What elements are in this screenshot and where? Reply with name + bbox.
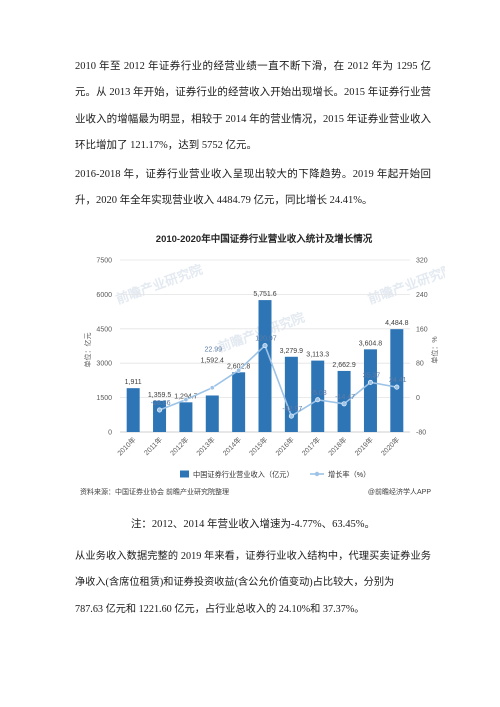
y-right-tick-label: 240 <box>416 292 428 299</box>
growth-rate-label: 120.97 <box>255 336 277 343</box>
chart-source: 资料来源：中国证券业协会 前瞻产业研究院整理 <box>80 487 229 496</box>
x-tick-label: 2013年 <box>194 435 216 457</box>
revenue-bar-label: 1,359.5 <box>148 392 171 399</box>
x-tick-label: 2018年 <box>326 435 348 457</box>
growth-rate-label: -14.47 <box>335 394 355 401</box>
paragraph-1: 2010 年至 2012 年证券行业的经营业绩一直不断下滑，在 2012 年为 … <box>75 54 431 160</box>
revenue-bar-label: 1,592.4 <box>201 357 224 364</box>
growth-rate-point <box>315 397 321 403</box>
watermark: 前瞻产业研究院 <box>114 262 205 307</box>
x-tick-label: 2017年 <box>300 435 322 457</box>
revenue-bar-label: 1,911 <box>125 379 142 386</box>
y-left-tick-label: 0 <box>108 430 112 437</box>
x-tick-label: 2012年 <box>168 435 190 457</box>
growth-rate-point <box>157 407 163 413</box>
growth-rate-point <box>262 343 268 349</box>
revenue-bar-label: 3,604.8 <box>359 340 382 347</box>
growth-rate-point <box>367 379 373 385</box>
paragraph-line: 2010 年至 2012 年证券行业的经营业绩一直不断下滑，在 2012 年为 … <box>75 61 431 72</box>
revenue-bar <box>390 329 404 432</box>
paragraph-line: 2016-2018 年，证券行业营业收入呈现出较大的下降趋势。2019 年起开始… <box>75 169 431 180</box>
x-tick-label: 2014年 <box>221 435 243 457</box>
y-left-tick-label: 4500 <box>96 326 112 333</box>
x-tick-label: 2020年 <box>379 435 401 457</box>
paragraph-line: 从业务收入数据完整的 2019 年来看，证券行业收入结构中，代理买卖证券业务 <box>75 551 431 562</box>
revenue-bar <box>126 388 140 432</box>
y-right-tick-label: 80 <box>416 361 424 368</box>
revenue-bar-label: 5,751.6 <box>253 291 276 298</box>
legend-bar-swatch <box>180 470 189 478</box>
chart-title: 2010-2020年中国证券行业营业收入统计及增长情况 <box>156 233 373 245</box>
y-left-axis-title: 单位：亿元 <box>83 333 92 368</box>
growth-rate-label: -28.86 <box>151 400 171 407</box>
legend: 中国证券行业营业收入（亿元） 增长率（%） <box>180 470 370 479</box>
y-right-tick-label: -80 <box>416 430 426 437</box>
revenue-bar <box>311 360 325 432</box>
paragraph-line: 净收入(含席位租赁)和证券投资收益(含公允价值变动)占比较大，分别为 <box>75 577 395 589</box>
revenue-bar <box>284 356 298 432</box>
y-right-tick-label: 160 <box>416 326 428 333</box>
revenue-bar <box>258 300 272 432</box>
x-tick-label: 2016年 <box>273 435 295 457</box>
y-left-tick-label: 6000 <box>96 292 112 299</box>
revenue-bar <box>179 402 193 432</box>
x-tick-label: 2019年 <box>353 435 375 457</box>
growth-rate-point <box>394 384 400 390</box>
x-tick-label: 2015年 <box>247 435 269 457</box>
legend-line-marker <box>314 471 320 477</box>
chart-credit: @前瞻经济学人APP <box>368 487 431 496</box>
revenue-bar-label: 2,662.9 <box>332 362 355 369</box>
y-left-tick-label: 7500 <box>96 258 112 265</box>
growth-rate-point <box>209 385 215 391</box>
paragraph-line: 业收入的增幅最为明显，相较于 2014 年的营业情况，2015 年证券业营业收入 <box>75 113 431 125</box>
paragraph-line: 元。从 2013 年开始，证券行业的经营收入开始出现增长。2015 年证券行业营 <box>75 87 431 99</box>
revenue-growth-chart: 前瞻产业研究院 前瞻产业研究院 前瞻产业研究院 2010-2020年中国证券行业… <box>80 233 445 496</box>
revenue-bar-label: 4,484.8 <box>385 320 408 327</box>
growth-rate-label: 22.99 <box>205 347 223 354</box>
paragraph-line: 升，2020 年全年实现营业收入 4484.79 亿元，同比增长 24.41%。 <box>75 195 373 207</box>
growth-rate-label: 24.41 <box>389 377 407 384</box>
paragraph-line: 环比增加了 121.17%，达到 5752 亿元。 <box>75 140 257 152</box>
growth-rate-point <box>236 367 242 373</box>
growth-rate-label: -5.08 <box>311 390 327 397</box>
revenue-bar-label: 3,279.9 <box>280 348 303 355</box>
growth-rate-point <box>288 413 294 419</box>
y-right-tick-label: 0 <box>416 395 420 402</box>
revenue-bar-label: 1,294.7 <box>174 393 197 400</box>
growth-rate-point <box>183 397 189 403</box>
x-tick-label: 2010年 <box>115 435 137 457</box>
y-right-tick-label: 320 <box>416 258 428 265</box>
paragraph-2: 2016-2018 年，证券行业营业收入呈现出较大的下降趋势。2019 年起开始… <box>75 162 431 215</box>
growth-rate-point <box>341 401 347 407</box>
y-left-tick-label: 1500 <box>96 395 112 402</box>
revenue-bar <box>363 349 377 432</box>
revenue-bar-label: 3,113.3 <box>306 352 329 359</box>
paragraph-3: 从业务收入数据完整的 2019 年来看，证券行业收入结构中，代理买卖证券业务 净… <box>75 544 431 623</box>
growth-rate-label: -42.97 <box>282 406 302 413</box>
revenue-bar <box>205 395 219 432</box>
legend-line-label: 增长率（%） <box>328 470 370 479</box>
revenue-bar-label: 2,602.8 <box>227 363 250 370</box>
y-left-tick-label: 3000 <box>96 361 112 368</box>
chart-note: 注：2012、2014 年营业收入增速为-4.77%、63.45%。 <box>130 519 376 530</box>
paragraph-line: 787.63 亿元和 1221.60 亿元，占行业总收入的 24.10%和 37… <box>75 603 365 615</box>
growth-rate-line <box>159 344 397 418</box>
y-right-axis-title: 单位：% <box>430 336 439 363</box>
revenue-bar <box>232 372 246 432</box>
legend-bar-label: 中国证券行业营业收入（亿元） <box>193 470 294 479</box>
growth-rate-label: 35.37 <box>363 372 381 379</box>
watermark: 前瞻产业研究院 <box>366 262 445 307</box>
x-tick-label: 2011年 <box>142 435 164 457</box>
